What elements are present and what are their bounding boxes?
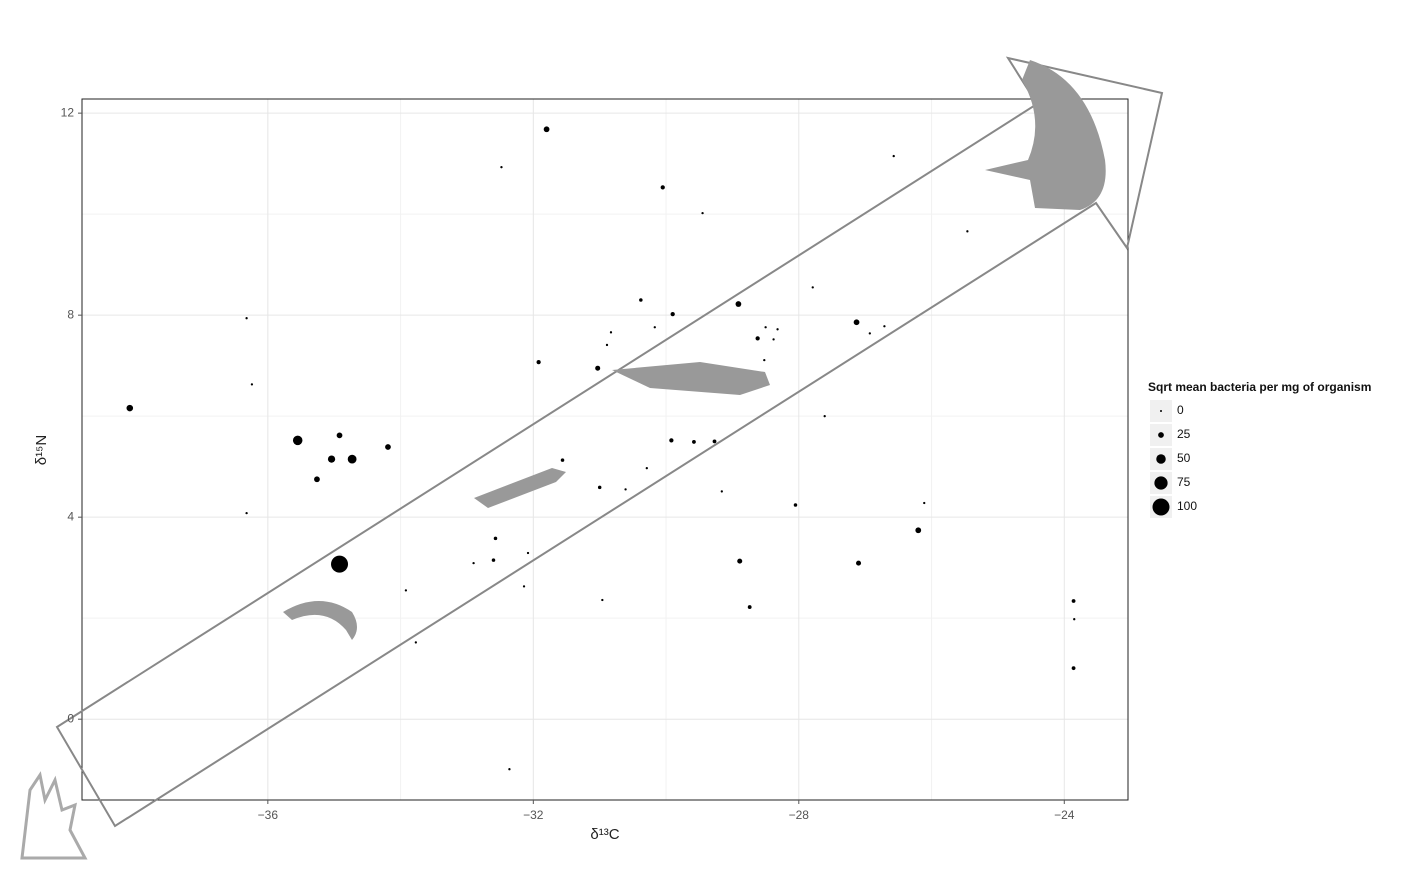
point <box>500 166 503 169</box>
x-tick-label: −24 <box>1054 808 1075 822</box>
point <box>526 551 530 555</box>
point <box>868 332 871 335</box>
legend-label: 100 <box>1177 499 1197 513</box>
point <box>735 301 742 307</box>
point <box>491 558 496 562</box>
point <box>126 404 134 412</box>
x-tick-label: −28 <box>789 808 810 822</box>
point <box>327 455 336 463</box>
point <box>692 440 696 444</box>
point <box>331 555 349 573</box>
point <box>712 439 717 444</box>
point <box>639 298 643 302</box>
point <box>764 326 767 329</box>
legend-label: 50 <box>1177 451 1191 465</box>
y-tick-label: 4 <box>67 509 74 523</box>
point <box>823 415 826 418</box>
point <box>536 360 541 365</box>
legend-label: 0 <box>1177 403 1184 417</box>
point <box>653 326 656 329</box>
point <box>755 336 760 341</box>
x-tick-label: −36 <box>258 808 279 822</box>
point <box>314 476 320 483</box>
x-tick-label: −32 <box>523 808 544 822</box>
point <box>793 503 798 507</box>
point <box>966 230 969 233</box>
point <box>853 319 860 326</box>
point <box>472 561 475 565</box>
y-tick-label: 12 <box>61 105 75 119</box>
point <box>763 358 766 362</box>
point <box>560 458 565 462</box>
point <box>385 444 391 450</box>
point <box>923 501 926 505</box>
point <box>720 490 723 493</box>
point <box>747 605 752 609</box>
point <box>605 343 609 347</box>
legend-label: 75 <box>1177 475 1191 489</box>
point <box>776 328 779 331</box>
point <box>669 438 674 443</box>
point <box>347 454 357 464</box>
point <box>701 211 704 215</box>
point <box>601 598 604 602</box>
point <box>772 338 775 341</box>
point <box>737 558 743 564</box>
point <box>1073 618 1076 621</box>
point <box>811 286 814 289</box>
point <box>493 536 498 541</box>
point <box>892 154 895 158</box>
point <box>595 365 601 371</box>
x-axis-label: δ¹³C <box>590 826 619 843</box>
point <box>645 467 648 470</box>
point <box>609 331 613 334</box>
legend-marker <box>1154 476 1168 490</box>
point <box>250 383 254 386</box>
point <box>597 485 602 490</box>
legend-marker <box>1158 432 1164 438</box>
point <box>404 589 408 592</box>
point <box>1071 599 1076 603</box>
legend-marker <box>1156 454 1166 464</box>
point <box>336 432 343 439</box>
point <box>414 641 417 644</box>
legend-marker <box>1160 410 1162 412</box>
y-tick-label: 0 <box>67 711 74 725</box>
point <box>522 585 526 588</box>
legend-label: 25 <box>1177 427 1191 441</box>
y-tick-label: 8 <box>67 307 74 321</box>
point <box>508 768 511 771</box>
plot-frame <box>81 98 1129 801</box>
point <box>245 317 248 320</box>
point <box>660 185 665 190</box>
point <box>543 126 550 133</box>
y-axis-label: δ¹⁵N <box>33 435 50 465</box>
legend-marker <box>1152 498 1170 516</box>
point <box>670 312 675 317</box>
food-web-illustration <box>20 56 1164 860</box>
point <box>883 325 886 328</box>
legend-title: Sqrt mean bacteria per mg of organism <box>1148 380 1371 394</box>
point <box>1071 666 1076 671</box>
grid <box>82 99 1128 800</box>
point <box>292 435 303 446</box>
point <box>915 527 922 534</box>
point <box>624 488 627 491</box>
point <box>856 560 862 566</box>
point <box>245 511 248 515</box>
